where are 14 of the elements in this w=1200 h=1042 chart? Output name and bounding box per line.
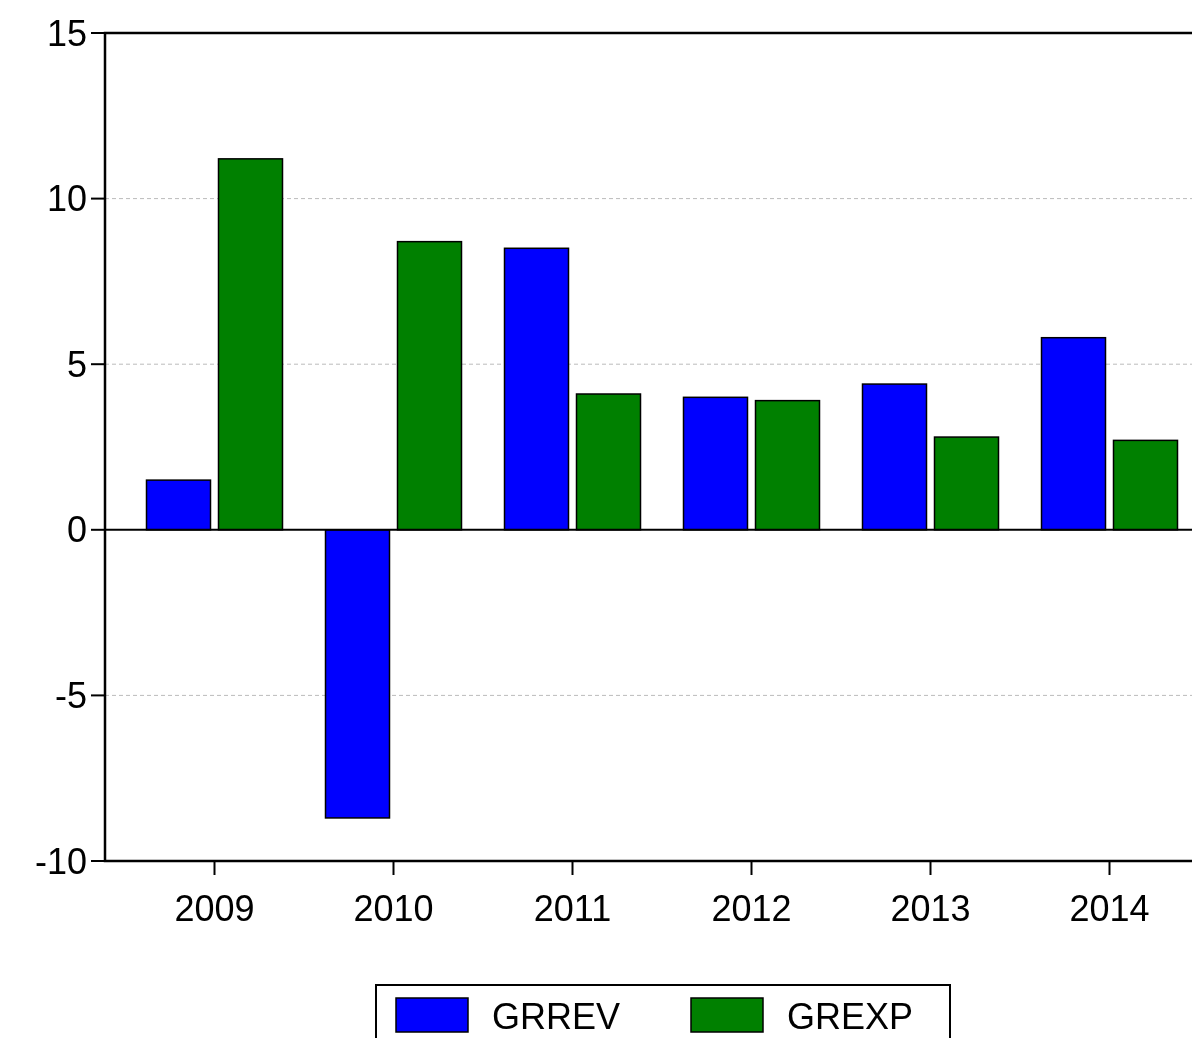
x-tick-label: 2009 bbox=[174, 888, 255, 929]
y-tick-label: -5 bbox=[54, 675, 87, 716]
x-tick-label: 2012 bbox=[711, 888, 792, 929]
y-tick-label: 0 bbox=[66, 509, 87, 551]
x-tick-label: 2013 bbox=[890, 888, 971, 929]
y-tick-label: 15 bbox=[46, 12, 87, 54]
y-tick-label: 5 bbox=[66, 343, 87, 385]
x-tick-label: 2010 bbox=[353, 888, 434, 929]
legend-label: GREXP bbox=[787, 996, 914, 1037]
x-tick-label: 2014 bbox=[1069, 888, 1150, 929]
x-tick-label: 2011 bbox=[533, 888, 612, 929]
y-tick-label: -10 bbox=[34, 840, 87, 882]
legend-label: GRREV bbox=[492, 996, 621, 1037]
y-tick-label: 10 bbox=[46, 178, 87, 220]
